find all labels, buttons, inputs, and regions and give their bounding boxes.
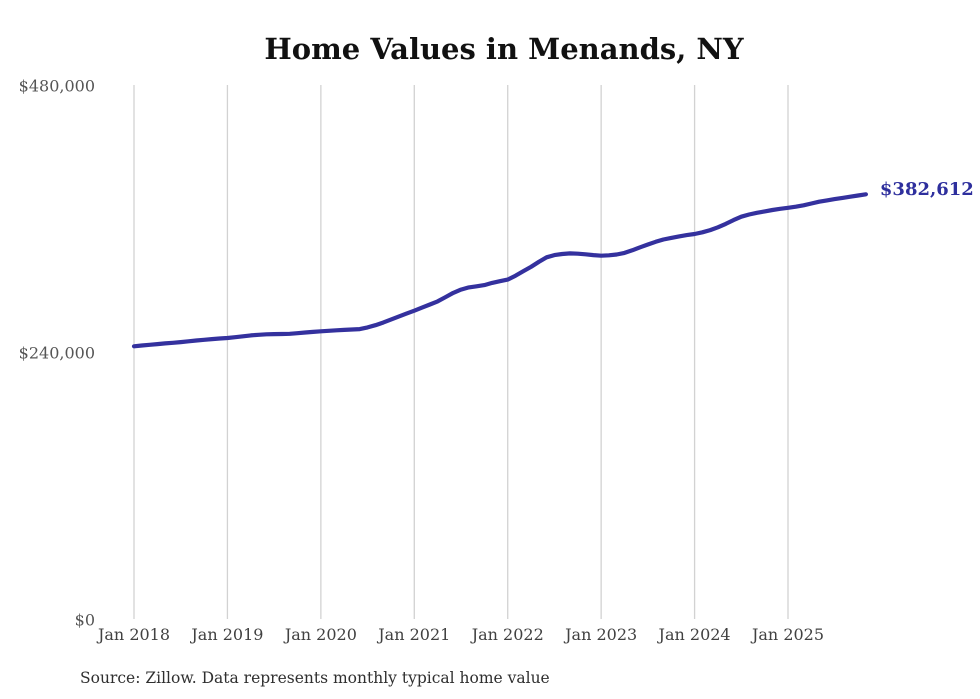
- x-axis-labels: Jan 2018 Jan 2019 Jan 2020 Jan 2021 Jan 2022…: [96, 625, 824, 644]
- y-axis-tick-label: $480,000: [19, 77, 95, 96]
- x-axis-tick-label: Jan 2019: [189, 625, 263, 644]
- y-axis-labels: $0 $240,000 $480,000: [19, 77, 95, 630]
- x-axis-tick-label: Jan 2021: [376, 625, 450, 644]
- x-axis-tick-label: Jan 2020: [283, 625, 357, 644]
- home-value-line: [131, 192, 868, 349]
- x-axis-tick-label: Jan 2018: [96, 625, 170, 644]
- y-axis-tick-label: $0: [75, 611, 95, 630]
- y-axis-tick-label: $240,000: [19, 344, 95, 363]
- x-axis-tick-label: Jan 2022: [470, 625, 544, 644]
- x-axis-tick-label: Jan 2025: [750, 625, 824, 644]
- x-axis-tick-label: Jan 2024: [657, 625, 731, 644]
- x-axis-tick-label: Jan 2023: [563, 625, 637, 644]
- chart-title: Home Values in Menands, NY: [264, 32, 744, 66]
- end-value-label: $382,612: [880, 179, 974, 200]
- source-note: Source: Zillow. Data represents monthly …: [80, 669, 550, 687]
- gridlines-group: [133, 85, 789, 619]
